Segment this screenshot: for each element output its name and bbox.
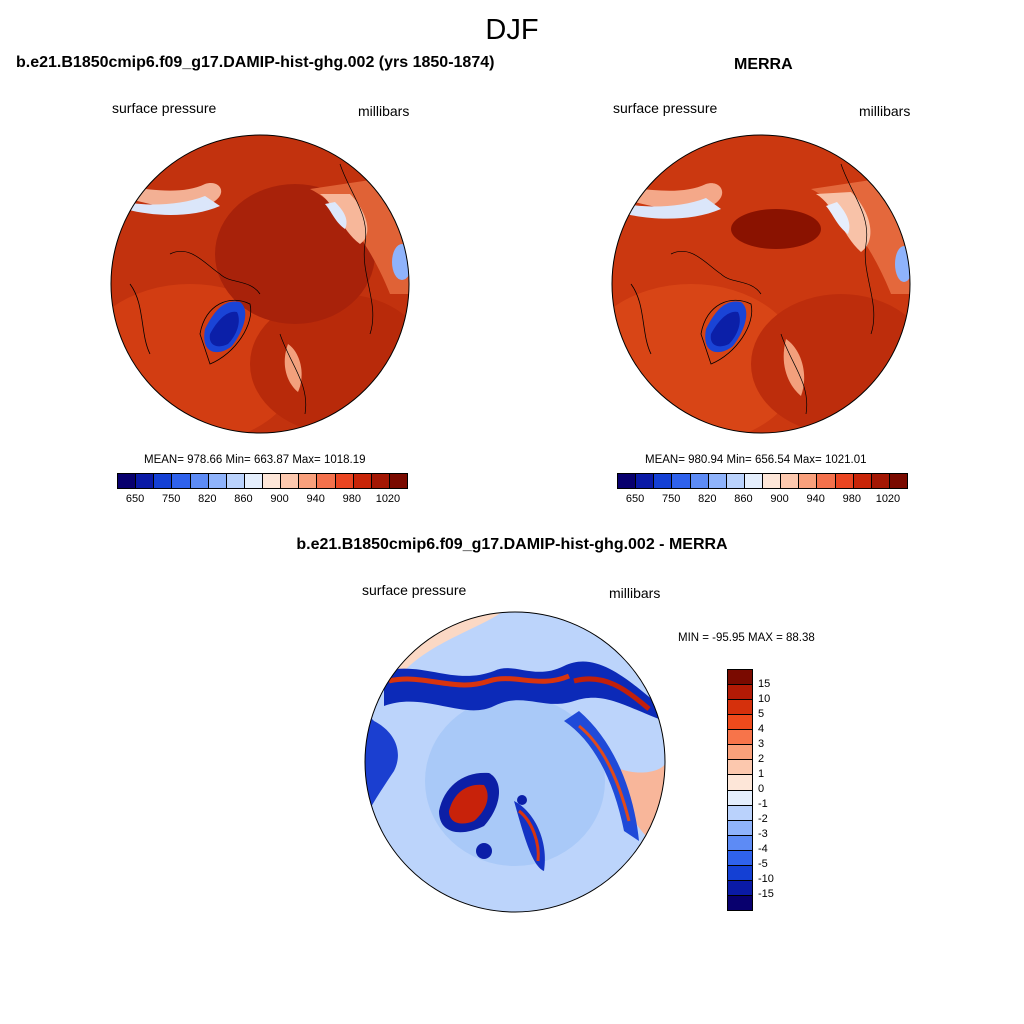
colorbar-tick-label: 860 — [734, 493, 753, 505]
colorbar-tick-label: 940 — [806, 493, 825, 505]
colorbar-tick-label: -2 — [758, 813, 768, 825]
model-units-label: millibars — [358, 103, 410, 119]
colorbar-swatch — [763, 474, 782, 488]
colorbar-swatch — [353, 474, 372, 488]
colorbar-swatch — [708, 474, 727, 488]
colorbar-tick-label: 940 — [306, 493, 325, 505]
colorbar-swatch — [728, 670, 752, 686]
colorbar-swatch — [781, 474, 800, 488]
colorbar-swatch — [190, 474, 209, 488]
colorbar-swatch — [728, 700, 752, 716]
colorbar-swatch — [728, 805, 752, 821]
colorbar-swatch — [281, 474, 300, 488]
colorbar-swatch — [389, 474, 407, 488]
colorbar-tick-label: 15 — [758, 678, 771, 690]
model-variable-label: surface pressure — [112, 100, 217, 116]
colorbar-swatch — [263, 474, 282, 488]
colorbar-tick-label: -1 — [758, 798, 768, 810]
colorbar-swatch — [744, 474, 763, 488]
colorbar-tick-label: 10 — [758, 693, 771, 705]
colorbar-swatch — [154, 474, 173, 488]
colorbar-swatch — [728, 865, 752, 881]
colorbar-swatch — [728, 850, 752, 866]
colorbar-swatch — [299, 474, 318, 488]
model-stats: MEAN= 978.66 Min= 663.87 Max= 1018.19 — [144, 454, 366, 466]
colorbar-tick-label: 980 — [842, 493, 861, 505]
obs-polar-map — [611, 134, 911, 434]
model-panel-title: b.e21.B1850cmip6.f09_g17.DAMIP-hist-ghg.… — [16, 54, 495, 71]
colorbar-tick-label: 900 — [770, 493, 789, 505]
colorbar-swatch — [654, 474, 673, 488]
colorbar-tick-label: -4 — [758, 843, 768, 855]
colorbar-tick-label: 650 — [125, 493, 145, 505]
colorbar-tick-label: -5 — [758, 858, 768, 870]
colorbar-swatch — [208, 474, 227, 488]
diff-colorbar — [727, 669, 753, 911]
colorbar-tick-label: 0 — [758, 783, 765, 795]
obs-panel-title: MERRA — [734, 56, 793, 73]
colorbar-tick-label: 3 — [758, 738, 765, 750]
colorbar-tick-label: 820 — [198, 493, 217, 505]
colorbar-swatch — [728, 775, 752, 791]
colorbar-swatch — [799, 474, 818, 488]
colorbar-swatch — [728, 820, 752, 836]
colorbar-swatch — [728, 790, 752, 806]
colorbar-swatch — [728, 835, 752, 851]
colorbar-swatch — [728, 745, 752, 761]
colorbar-tick-label: -3 — [758, 828, 768, 840]
colorbar-tick-label: 2 — [758, 753, 765, 765]
colorbar-swatch — [871, 474, 890, 488]
colorbar-swatch — [226, 474, 245, 488]
colorbar-tick-label: -15 — [758, 888, 774, 900]
colorbar-swatch — [728, 730, 752, 746]
colorbar-swatch — [728, 895, 752, 910]
model-polar-map — [110, 134, 410, 434]
colorbar-tick-label: 820 — [698, 493, 717, 505]
colorbar-swatch — [335, 474, 354, 488]
colorbar-tick-label: 1020 — [375, 493, 401, 505]
colorbar-tick-label: -10 — [758, 873, 774, 885]
colorbar-swatch — [853, 474, 872, 488]
season-title: DJF — [485, 14, 539, 46]
colorbar-swatch — [728, 880, 752, 896]
diff-variable-label: surface pressure — [362, 582, 467, 598]
diff-units-label: millibars — [609, 585, 661, 601]
difference-polar-map — [364, 611, 666, 913]
colorbar-tick-label: 650 — [625, 493, 645, 505]
colorbar-swatch — [118, 474, 137, 488]
colorbar-tick-label: 750 — [662, 493, 681, 505]
colorbar-tick-label: 860 — [234, 493, 253, 505]
colorbar-tick-label: 5 — [758, 708, 765, 720]
colorbar-tick-label: 1 — [758, 768, 765, 780]
colorbar-tick-label: 1020 — [875, 493, 901, 505]
colorbar-swatch — [618, 474, 637, 488]
colorbar-tick-label: 900 — [270, 493, 289, 505]
colorbar-swatch — [690, 474, 709, 488]
diff-minmax: MIN = -95.95 MAX = 88.38 — [678, 632, 815, 644]
obs-stats: MEAN= 980.94 Min= 656.54 Max= 1021.01 — [645, 454, 867, 466]
obs-colorbar — [617, 473, 908, 489]
diff-panel-title: b.e21.B1850cmip6.f09_g17.DAMIP-hist-ghg.… — [296, 536, 728, 553]
colorbar-swatch — [172, 474, 191, 488]
colorbar-swatch — [728, 715, 752, 731]
colorbar-swatch — [726, 474, 745, 488]
colorbar-tick-label: 4 — [758, 723, 765, 735]
colorbar-tick-label: 750 — [162, 493, 181, 505]
colorbar-swatch — [728, 685, 752, 701]
colorbar-swatch — [136, 474, 155, 488]
colorbar-swatch — [317, 474, 336, 488]
colorbar-swatch — [728, 760, 752, 776]
colorbar-swatch — [817, 474, 836, 488]
colorbar-swatch — [244, 474, 263, 488]
colorbar-swatch — [672, 474, 691, 488]
model-colorbar — [117, 473, 408, 489]
colorbar-tick-label: 980 — [342, 493, 361, 505]
colorbar-swatch — [636, 474, 655, 488]
colorbar-swatch — [835, 474, 854, 488]
colorbar-swatch — [889, 474, 907, 488]
obs-units-label: millibars — [859, 103, 911, 119]
obs-variable-label: surface pressure — [613, 100, 718, 116]
colorbar-swatch — [371, 474, 390, 488]
